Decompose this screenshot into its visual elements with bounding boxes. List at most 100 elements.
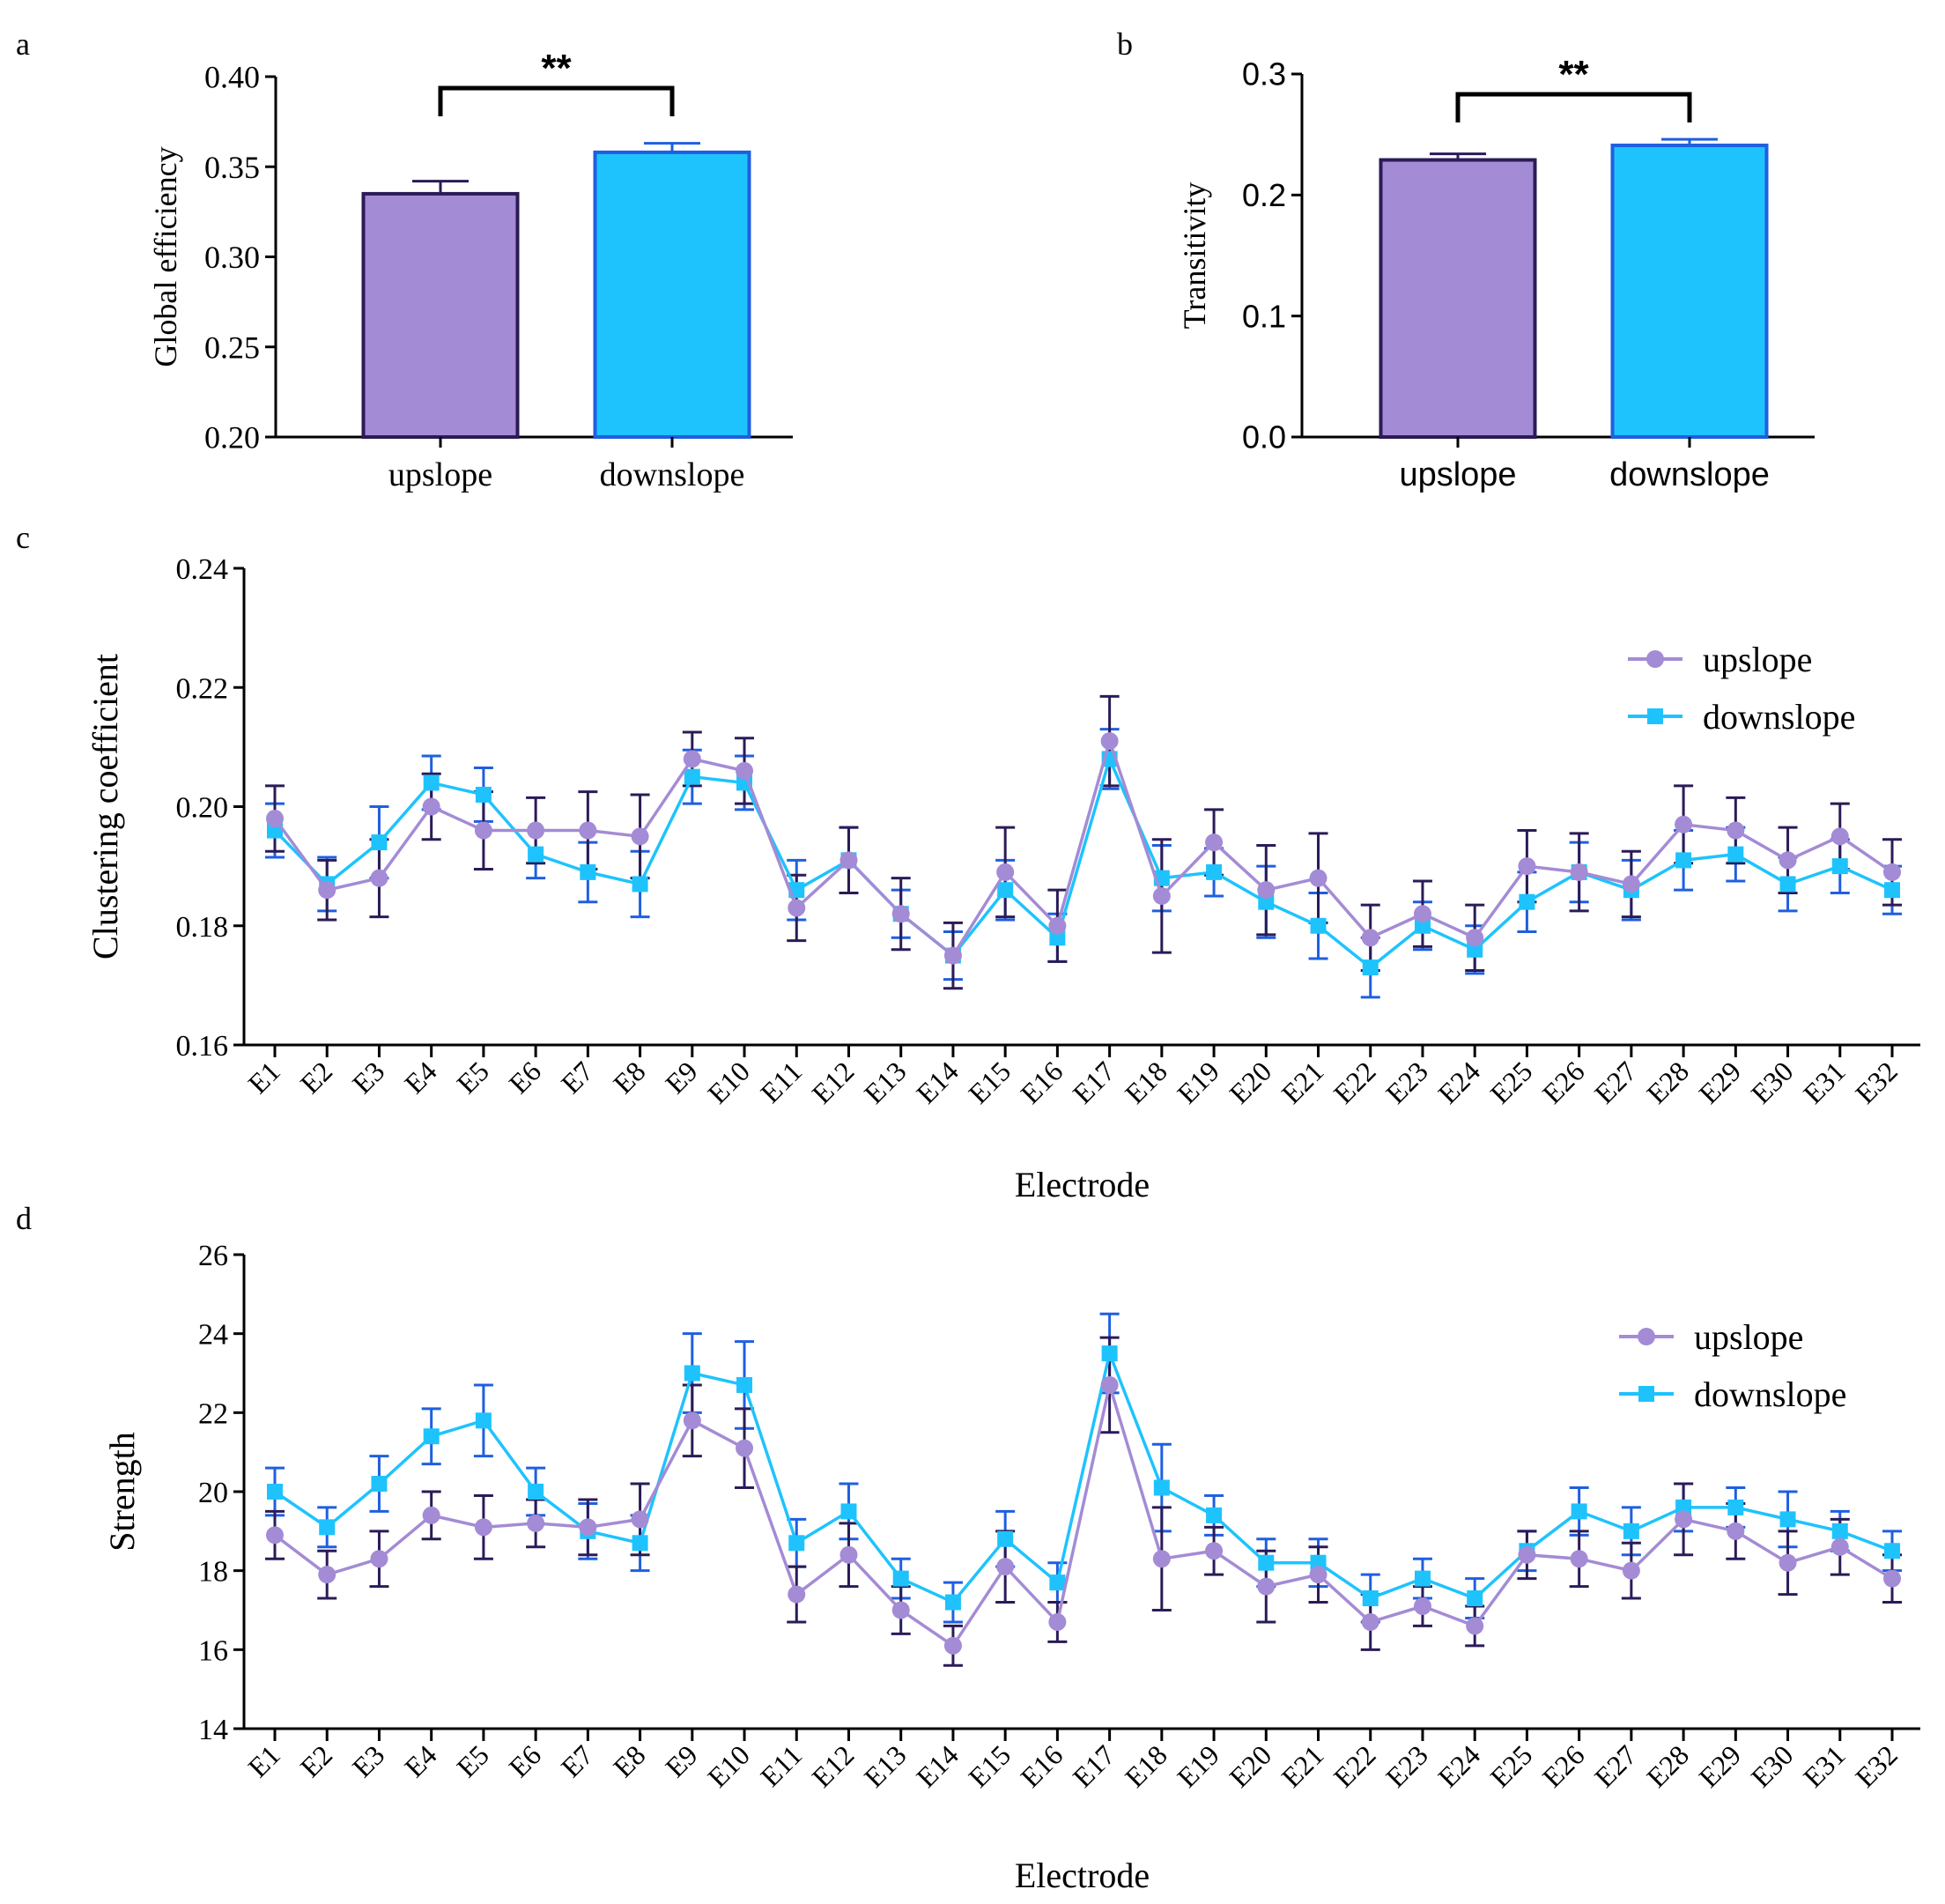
upslope-point-E16 <box>1048 1612 1067 1631</box>
downslope-point-E11 <box>788 1535 805 1552</box>
x-tick-label-E12: E12 <box>806 1055 861 1109</box>
x-tick-label-E11: E11 <box>754 1738 808 1792</box>
panel-label-a: a <box>16 26 30 62</box>
x-tick-label-E22: E22 <box>1327 1055 1382 1109</box>
downslope-point-E19 <box>1206 1507 1223 1523</box>
upslope-point-E14 <box>943 946 962 965</box>
downslope-point-E5 <box>475 1412 492 1429</box>
downslope-point-E2 <box>319 1519 336 1536</box>
y-tick-label: 16 <box>198 1634 228 1667</box>
x-tick-label-E14: E14 <box>910 1055 965 1109</box>
downslope-point-E24 <box>1467 941 1483 958</box>
legend-marker-downslope <box>1647 708 1663 724</box>
x-tick-label-E24: E24 <box>1431 1055 1486 1109</box>
x-axis-label: Electrode <box>1015 1856 1150 1895</box>
x-tick-label-E9: E9 <box>659 1055 704 1100</box>
upslope-point-E29 <box>1727 1522 1745 1540</box>
y-axis-label: Strength <box>102 1432 142 1552</box>
upslope-point-E7 <box>579 821 597 840</box>
upslope-point-E20 <box>1257 1577 1276 1596</box>
upslope-point-E17 <box>1100 732 1119 751</box>
x-tick-label-E13: E13 <box>858 1055 913 1109</box>
upslope-point-E32 <box>1883 1569 1901 1588</box>
upslope-point-E4 <box>422 1506 440 1524</box>
x-tick-label-E21: E21 <box>1276 1738 1330 1793</box>
upslope-point-E30 <box>1779 851 1797 870</box>
x-tick-label-E19: E19 <box>1171 1055 1225 1109</box>
x-tick-label-E2: E2 <box>294 1738 339 1783</box>
upslope-point-E9 <box>683 1411 701 1430</box>
legend-label-downslope: downslope <box>1703 697 1855 737</box>
bar-upslope <box>361 191 520 440</box>
downslope-point-E28 <box>1675 1499 1692 1515</box>
y-tick-label: 14 <box>198 1714 228 1746</box>
y-tick-label: 0.25 <box>204 330 260 365</box>
x-tick-label-E31: E31 <box>1797 1738 1852 1793</box>
upslope-point-E6 <box>527 1514 545 1532</box>
upslope-point-E13 <box>891 905 910 923</box>
upslope-point-E3 <box>370 1550 388 1568</box>
downslope-point-E18 <box>1153 1479 1170 1496</box>
downslope-point-E6 <box>528 1484 544 1500</box>
downslope-point-E6 <box>528 846 544 863</box>
downslope-point-E16 <box>1049 1574 1066 1591</box>
upslope-point-E30 <box>1779 1553 1797 1572</box>
bar-upslope <box>1379 158 1537 440</box>
upslope-point-E26 <box>1570 863 1588 881</box>
downslope-point-E9 <box>684 1365 700 1382</box>
y-tick-label: 0.24 <box>176 553 229 586</box>
downslope-point-E23 <box>1414 1570 1431 1587</box>
upslope-point-E11 <box>788 899 806 917</box>
upslope-point-E1 <box>266 810 284 828</box>
x-tick-label-E30: E30 <box>1745 1738 1800 1793</box>
downslope-point-E13 <box>892 1570 909 1587</box>
y-tick-label: 0.18 <box>176 911 229 944</box>
upslope-point-E15 <box>996 863 1015 881</box>
x-tick-label-upslope: upslope <box>1399 456 1516 493</box>
downslope-point-E5 <box>475 786 492 803</box>
x-tick-label-E23: E23 <box>1379 1055 1434 1109</box>
y-tick-label: 24 <box>198 1319 228 1352</box>
x-tick-label-E20: E20 <box>1223 1055 1277 1109</box>
downslope-point-E30 <box>1779 1511 1796 1528</box>
x-tick-label-E15: E15 <box>962 1055 1017 1109</box>
upslope-point-E23 <box>1413 905 1431 923</box>
x-tick-label-E29: E29 <box>1692 1738 1747 1793</box>
x-axis-label: Electrode <box>1015 1165 1150 1204</box>
upslope-point-E8 <box>631 827 649 846</box>
x-tick-label-E14: E14 <box>910 1738 965 1793</box>
y-tick-label: 18 <box>198 1556 228 1589</box>
x-tick-label-E5: E5 <box>450 1738 495 1783</box>
upslope-point-E25 <box>1518 1545 1536 1564</box>
x-tick-label-upslope: upslope <box>388 456 492 493</box>
panel-label-b: b <box>1117 26 1133 62</box>
upslope-point-E2 <box>318 1566 336 1584</box>
upslope-point-E12 <box>839 1545 858 1564</box>
x-tick-label-E4: E4 <box>398 1055 443 1100</box>
upslope-point-E3 <box>370 869 388 887</box>
x-tick-label-E8: E8 <box>607 1055 652 1100</box>
legend-marker-downslope <box>1638 1386 1654 1402</box>
upslope-point-E31 <box>1830 827 1849 846</box>
x-tick-label-E9: E9 <box>659 1738 704 1783</box>
upslope-point-E13 <box>891 1601 910 1619</box>
y-tick-label: 26 <box>198 1240 228 1272</box>
y-tick-label: 0.2 <box>1242 177 1286 213</box>
legend-label-downslope: downslope <box>1694 1374 1846 1414</box>
upslope-point-E9 <box>683 750 701 768</box>
legend-label-upslope: upslope <box>1703 640 1812 679</box>
x-tick-label-E2: E2 <box>294 1055 339 1100</box>
x-tick-label-E11: E11 <box>754 1055 808 1108</box>
x-tick-label-E20: E20 <box>1223 1738 1277 1793</box>
upslope-point-E29 <box>1727 821 1745 840</box>
downslope-point-E20 <box>1258 893 1275 910</box>
legend-marker-upslope <box>1646 650 1664 668</box>
x-tick-label-E27: E27 <box>1588 1055 1643 1109</box>
x-tick-label-E22: E22 <box>1327 1738 1382 1793</box>
x-tick-label-E16: E16 <box>1014 1738 1069 1793</box>
x-tick-label-downslope: downslope <box>600 456 745 493</box>
upslope-point-E6 <box>527 821 545 840</box>
upslope-point-E28 <box>1675 1510 1693 1529</box>
